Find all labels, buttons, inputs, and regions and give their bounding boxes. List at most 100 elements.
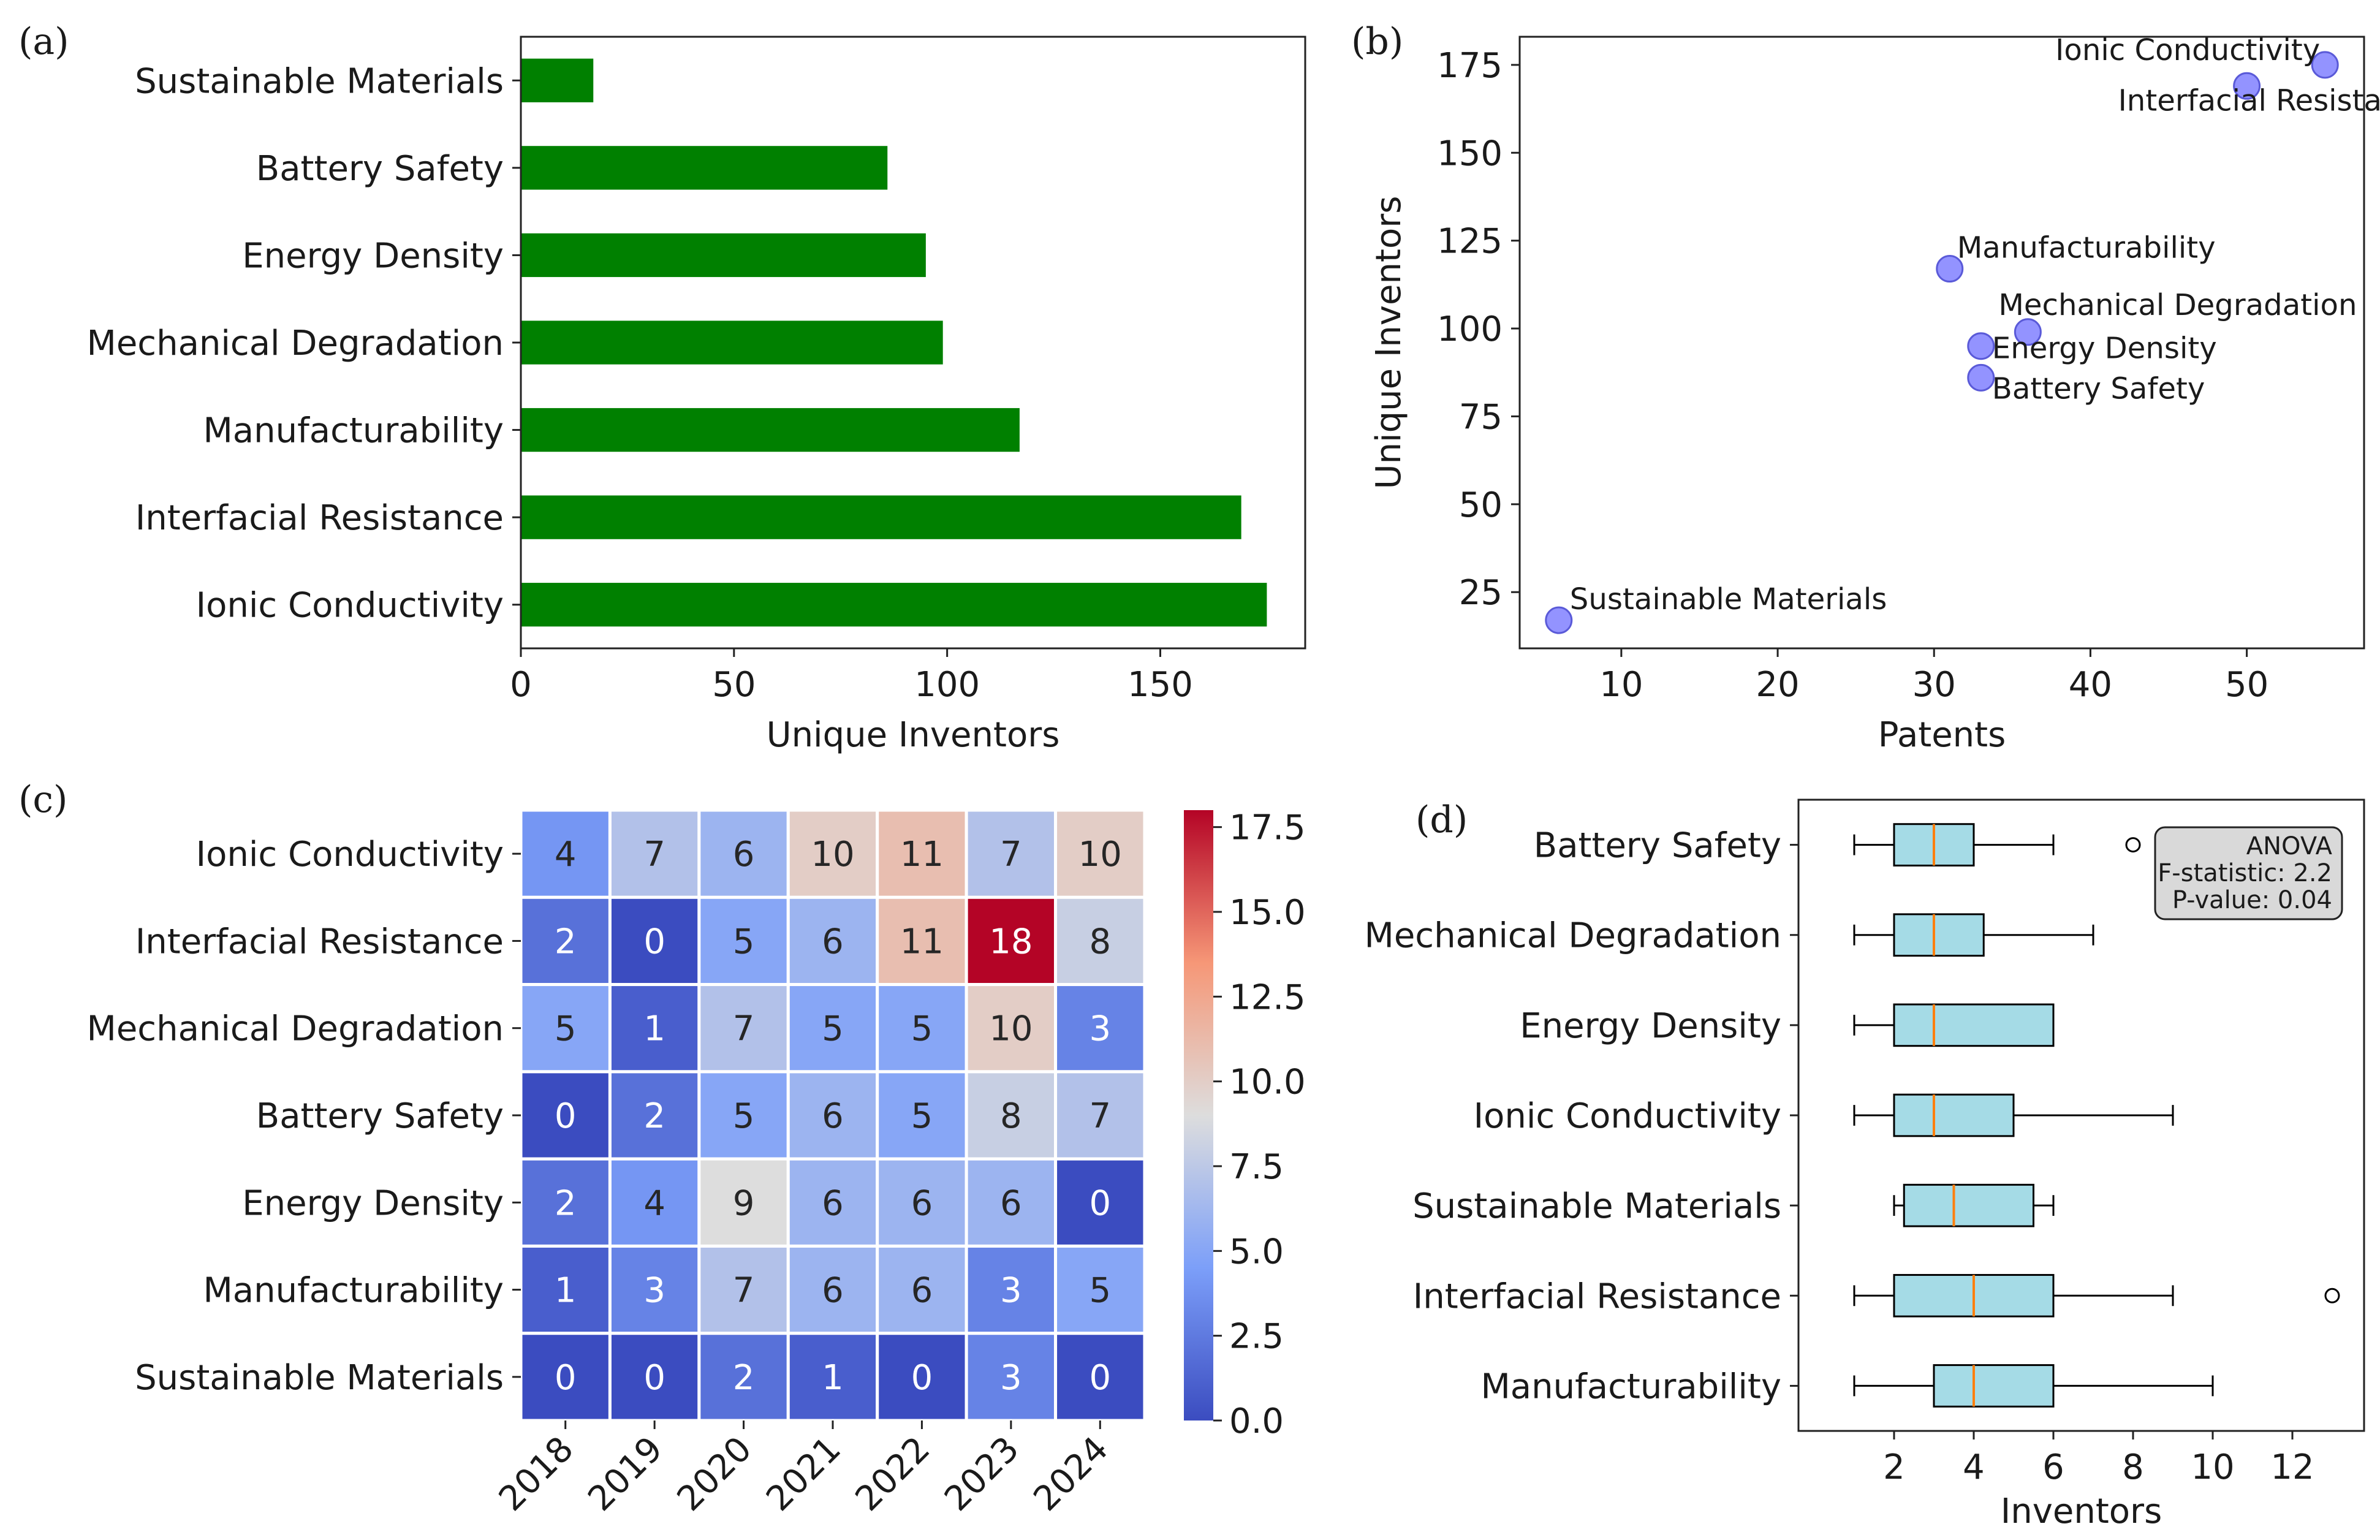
y-tick-label-interfacial-resistance: Interfacial Resistance [1413, 1276, 1781, 1316]
x-axis-label: Unique Inventors [767, 715, 1060, 755]
heatmap-cell-value: 3 [643, 1271, 665, 1311]
column-label-2019: 2019 [580, 1429, 670, 1519]
x-tick-label: 10 [1599, 665, 1643, 705]
box-manufacturability [1933, 1364, 2055, 1408]
heatmap-cell-value: 2 [733, 1358, 755, 1398]
y-tick-label-manufacturability: Manufacturability [1480, 1367, 1781, 1406]
y-tick-label-mechanical-degradation: Mechanical Degradation [87, 324, 504, 363]
heatmap-cell-value: 0 [555, 1096, 577, 1136]
y-tick-label-energy-density: Energy Density [1520, 1006, 1781, 1046]
heatmap-cell-mechanical-degradation-2021 [786, 983, 879, 1074]
plot-frame [520, 36, 1306, 650]
heatmap-cell-mechanical-degradation-2019 [608, 983, 701, 1074]
heatmap-cell-value: 1 [643, 1009, 665, 1049]
box-mechanical-degradation [1893, 913, 1985, 957]
heatmap-cell-manufacturability-2023 [965, 1244, 1058, 1335]
heatmap-cell-mechanical-degradation-2023 [965, 983, 1058, 1074]
heatmap-cell-value: 7 [1089, 1096, 1111, 1136]
heatmap-cell-value: 4 [555, 835, 577, 874]
anova-annotation-line: F-statistic: 2.2 [2158, 859, 2332, 887]
heatmap-cell-value: 5 [1089, 1271, 1111, 1311]
heatmap-cell-battery-safety-2023 [965, 1070, 1058, 1161]
heatmap-cell-ionic-conductivity-2023 [965, 808, 1058, 899]
panel-label-b: (b) [1351, 20, 1403, 63]
heatmap-cell-value: 0 [643, 1358, 665, 1398]
heatmap-cell-mechanical-degradation-2022 [876, 983, 968, 1074]
heatmap-cell-sustainable-materials-2019 [608, 1332, 701, 1422]
bar-mechanical-degradation [521, 321, 943, 365]
heatmap-cell-ionic-conductivity-2024 [1054, 808, 1146, 899]
heatmap-cell-value: 6 [733, 835, 755, 874]
bar-interfacial-resistance [521, 495, 1241, 539]
x-tick-label: 2 [1883, 1447, 1905, 1487]
column-label-2022: 2022 [848, 1429, 938, 1519]
heatmap-cell-value: 5 [822, 1009, 844, 1049]
heatmap-cell-value: 8 [1089, 922, 1111, 962]
x-tick-label: 12 [2270, 1447, 2314, 1487]
heatmap-cell-value: 6 [822, 1183, 844, 1223]
column-label-2020: 2020 [670, 1429, 760, 1519]
y-tick-label-sustainable-materials: Sustainable Materials [135, 61, 504, 101]
colorbar-tick-label: 5.0 [1229, 1232, 1284, 1272]
heatmap-cell-value: 6 [822, 1096, 844, 1136]
y-axis-label: Unique Inventors [1369, 196, 1409, 490]
column-label-2021: 2021 [759, 1429, 849, 1519]
x-tick-label: 4 [1963, 1447, 1985, 1487]
heatmap-cell-value: 6 [822, 922, 844, 962]
heatmap-cell-value: 5 [555, 1009, 577, 1049]
x-tick-label: 50 [2225, 665, 2268, 705]
heatmap-cell-value: 10 [811, 835, 854, 874]
heatmap-cell-value: 0 [643, 922, 665, 962]
y-tick-label: 175 [1437, 46, 1503, 86]
bar-manufacturability [521, 408, 1020, 452]
x-tick-label: 40 [2069, 665, 2112, 705]
x-axis-label: Inventors [2001, 1492, 2162, 1531]
bar-battery-safety [521, 146, 888, 190]
bar-ionic-conductivity [521, 583, 1267, 627]
x-tick-label: 0 [510, 665, 532, 705]
heatmap-cell-value: 6 [1000, 1183, 1022, 1223]
heatmap-cell-manufacturability-2021 [786, 1244, 879, 1335]
point-energy-density [1967, 332, 1995, 360]
anova-annotation-line: P-value: 0.04 [2172, 886, 2332, 914]
panel-label-c: (c) [18, 778, 67, 821]
box-energy-density [1893, 1003, 2055, 1047]
point-mechanical-degradation [2014, 318, 2042, 346]
heatmap-cell-sustainable-materials-2020 [697, 1332, 790, 1422]
colorbar [1184, 810, 1213, 1421]
heatmap-cell-value: 5 [733, 922, 755, 962]
heatmap-cell-battery-safety-2019 [608, 1070, 701, 1161]
heatmap-cell-value: 10 [1078, 835, 1122, 874]
colorbar-tick-label: 12.5 [1229, 977, 1306, 1017]
heatmap-cell-value: 2 [643, 1096, 665, 1136]
y-tick-label-battery-safety: Battery Safety [256, 149, 504, 189]
heatmap-cell-value: 5 [911, 1096, 933, 1136]
heatmap-cell-interfacial-resistance-2022 [876, 895, 968, 987]
outlier-battery-safety [2125, 837, 2141, 853]
row-label-interfacial-resistance: Interfacial Resistance [135, 922, 504, 962]
heatmap-cell-sustainable-materials-2024 [1054, 1332, 1146, 1422]
heatmap-cell-value: 10 [989, 1009, 1033, 1049]
heatmap-cell-value: 0 [555, 1358, 577, 1398]
y-tick-label-ionic-conductivity: Ionic Conductivity [1474, 1096, 1781, 1136]
y-tick-label-manufacturability: Manufacturability [203, 411, 504, 451]
panel-label-d: (d) [1415, 798, 1468, 841]
y-tick-label-energy-density: Energy Density [242, 236, 504, 276]
heatmap-cell-value: 1 [822, 1358, 844, 1398]
heatmap-cell-interfacial-resistance-2020 [697, 895, 790, 987]
heatmap-cell-value: 0 [911, 1358, 933, 1398]
column-label-2024: 2024 [1026, 1429, 1116, 1519]
y-tick-label-ionic-conductivity: Ionic Conductivity [196, 586, 504, 626]
heatmap-cell-value: 1 [555, 1271, 577, 1311]
point-manufacturability [1936, 255, 1964, 283]
row-label-sustainable-materials: Sustainable Materials [135, 1358, 504, 1398]
y-tick-label: 125 [1437, 222, 1503, 262]
heatmap-cell-interfacial-resistance-2019 [608, 895, 701, 987]
y-tick-label: 100 [1437, 309, 1503, 349]
heatmap-cell-value: 3 [1089, 1009, 1111, 1049]
y-tick-label-interfacial-resistance: Interfacial Resistance [135, 498, 504, 538]
y-tick-label-battery-safety: Battery Safety [1534, 826, 1781, 866]
point-label-mechanical-degradation: Mechanical Degradation [1998, 288, 2357, 322]
panel-label-a: (a) [18, 20, 69, 63]
heatmap-cell-ionic-conductivity-2022 [876, 808, 968, 899]
